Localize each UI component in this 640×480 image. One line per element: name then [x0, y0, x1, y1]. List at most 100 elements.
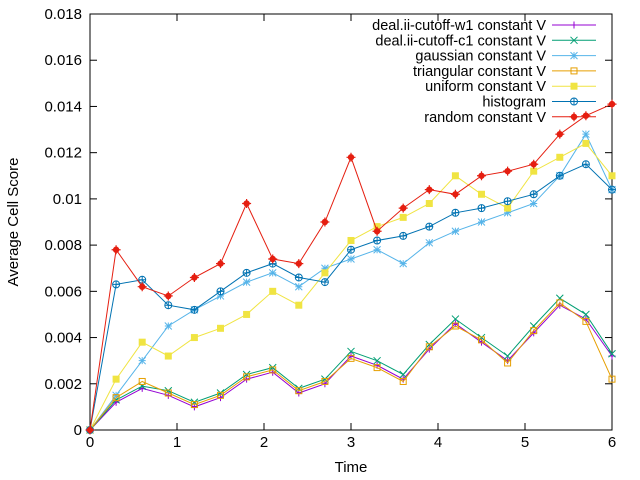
data-point: [582, 160, 590, 168]
data-point: [372, 226, 382, 236]
data-point: [268, 363, 277, 372]
data-point: [581, 111, 591, 121]
x-axis: 0 1 2 3 4 5 6: [86, 14, 616, 451]
y-tick-label: 0: [74, 422, 82, 439]
legend-label: random constant V: [424, 110, 546, 126]
data-point: [190, 334, 198, 342]
data-point: [425, 340, 434, 349]
x-tick-label: 3: [347, 434, 355, 451]
data-point: [346, 152, 356, 162]
y-axis-title: Average Cell Score: [5, 158, 22, 287]
y-tick-label: 0.002: [44, 376, 82, 393]
data-point: [608, 375, 616, 383]
data-point: [478, 336, 485, 344]
data-point: [608, 186, 616, 194]
data-point: [164, 389, 172, 397]
data-point: [243, 373, 251, 381]
data-point: [138, 382, 147, 390]
data-point: [242, 370, 251, 379]
data-point: [582, 317, 590, 325]
data-point: [295, 387, 303, 395]
data-point: [503, 166, 513, 176]
data-point: [529, 159, 539, 169]
y-tick-label: 0.014: [44, 98, 82, 115]
legend-item: gaussian constant V: [415, 49, 596, 65]
data-point: [294, 384, 303, 393]
data-point: [321, 377, 329, 385]
data-point: [373, 356, 381, 365]
data-point: [477, 218, 486, 226]
x-tick-label: 4: [434, 434, 442, 451]
data-point: [347, 246, 355, 254]
data-point: [216, 292, 225, 300]
series-0: [86, 301, 616, 434]
data-point: [425, 200, 433, 208]
series-line: [89, 142, 613, 431]
legend-label: uniform constant V: [425, 79, 546, 95]
data-point: [529, 199, 538, 208]
data-point: [347, 255, 355, 263]
data-point: [85, 425, 95, 435]
y-tick-label: 0.01: [53, 191, 82, 208]
data-point: [321, 269, 329, 277]
series-line: [89, 302, 613, 431]
data-point: [582, 139, 590, 147]
data-point: [399, 213, 407, 221]
data-point: [164, 301, 172, 309]
data-point: [608, 349, 616, 358]
data-point: [138, 338, 146, 346]
y-tick-label: 0.012: [44, 145, 82, 162]
data-point: [112, 375, 120, 383]
data-point: [373, 364, 381, 372]
data-point: [294, 282, 303, 291]
legend-item: histogram: [482, 95, 596, 111]
data-point: [477, 333, 486, 342]
data-point: [504, 359, 512, 367]
data-point: [347, 347, 355, 356]
data-point: [190, 306, 198, 314]
data-point: [582, 310, 590, 319]
data-point: [451, 209, 459, 217]
data-point: [399, 232, 407, 240]
data-point: [478, 204, 485, 212]
data-point: [295, 273, 303, 281]
data-point: [347, 236, 355, 244]
y-tick-label: 0.018: [44, 6, 82, 23]
y-tick-label: 0.016: [44, 52, 82, 69]
legend-swatch-marker: [570, 36, 578, 45]
data-point: [608, 172, 616, 180]
data-point: [268, 254, 278, 264]
data-point: [425, 343, 433, 351]
legend-item: deal.ii-cutoff-c1 constant V: [375, 33, 596, 49]
y-tick-label: 0.004: [44, 330, 82, 347]
data-point: [163, 291, 173, 301]
data-point: [503, 208, 512, 217]
data-point: [555, 294, 564, 303]
data-point: [530, 167, 538, 175]
data-point: [112, 394, 120, 402]
legend-label: histogram: [482, 95, 546, 111]
legend: deal.ii-cutoff-w1 constant Vdeal.ii-cuto…: [372, 18, 596, 126]
data-point: [164, 352, 172, 360]
data-point: [399, 370, 408, 379]
y-tick-label: 0.008: [44, 237, 82, 254]
data-point: [138, 377, 146, 385]
data-point: [138, 276, 146, 284]
data-point: [530, 190, 538, 198]
data-point: [451, 172, 459, 180]
data-point: [504, 197, 512, 205]
data-point: [164, 386, 173, 395]
data-point: [190, 398, 199, 407]
data-point: [478, 190, 485, 198]
legend-item: random constant V: [424, 110, 596, 126]
data-point: [217, 391, 224, 399]
legend-swatch-marker: [570, 67, 578, 75]
data-point: [556, 153, 564, 161]
data-point: [425, 223, 433, 231]
legend-item: triangular constant V: [413, 64, 596, 80]
data-point: [556, 299, 564, 307]
legend-swatch-marker: [570, 51, 578, 60]
series-4: [86, 139, 616, 434]
data-point: [398, 203, 408, 213]
data-point: [321, 264, 329, 273]
